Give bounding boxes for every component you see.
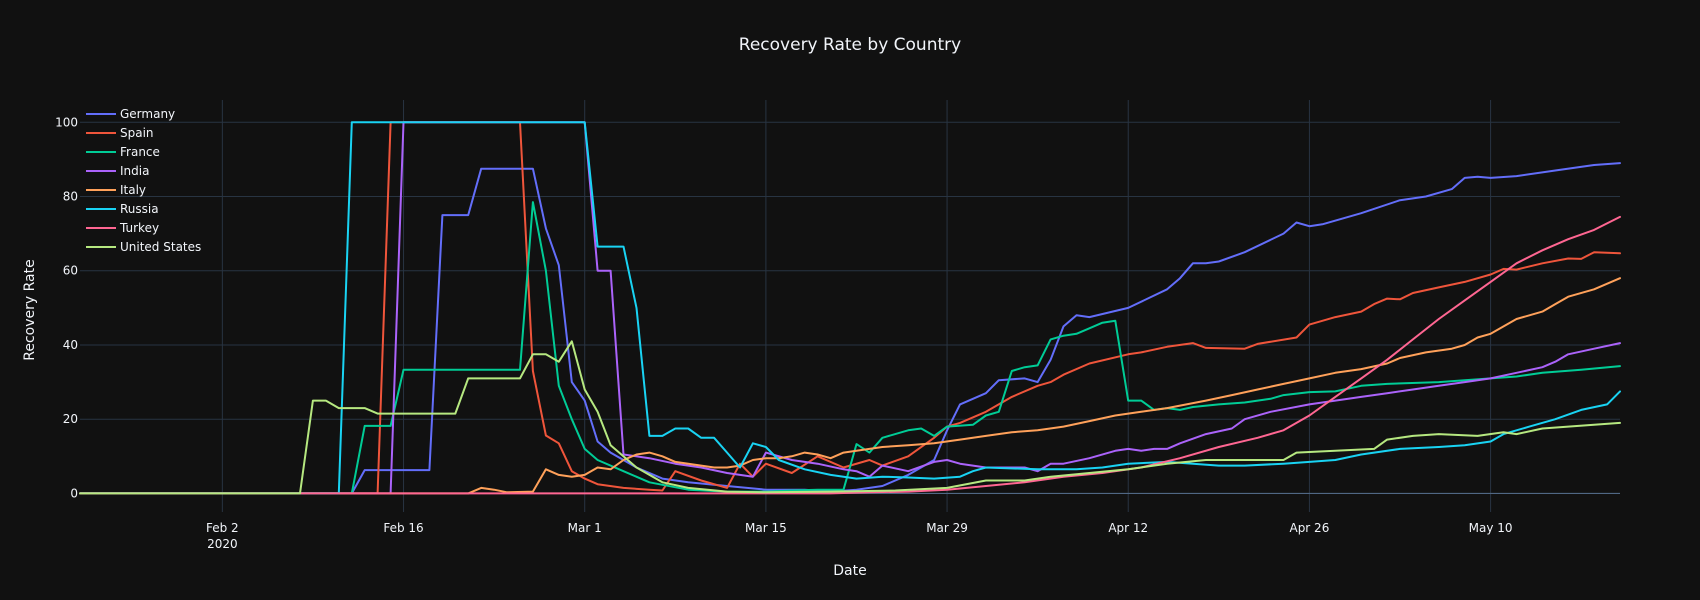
x-axis-title: Date	[833, 563, 866, 579]
legend-item-united-states[interactable]: United States	[86, 240, 201, 254]
series-line-germany	[79, 162, 1621, 495]
series-line-italy	[79, 277, 1621, 495]
x-tick-label: Mar 1	[568, 521, 602, 535]
x-tick-label: Mar 29	[926, 521, 968, 535]
x-tick-label: May 10	[1469, 521, 1513, 535]
x-tick-label: Apr 26	[1289, 521, 1329, 535]
series-line-united-states	[79, 340, 1621, 495]
y-tick-label: 40	[63, 338, 78, 352]
y-tick-label: 60	[63, 264, 78, 278]
series-layer	[79, 121, 1621, 495]
x-tick-sublabel: 2020	[207, 537, 238, 551]
series-line-india	[79, 121, 1621, 495]
y-tick-label: 0	[70, 486, 78, 500]
y-tick-label: 100	[55, 115, 78, 129]
legend-item-italy[interactable]: Italy	[86, 183, 146, 197]
legend-item-russia[interactable]: Russia	[86, 202, 159, 216]
legend-label: India	[120, 164, 149, 178]
chart-title: Recovery Rate by Country	[739, 35, 961, 55]
y-axis: 0 20 40 60 80 100	[55, 115, 78, 500]
legend-item-turkey[interactable]: Turkey	[86, 221, 159, 235]
legend-item-france[interactable]: France	[86, 145, 160, 159]
legend-label: Turkey	[119, 221, 159, 235]
series-line-russia	[79, 121, 1621, 495]
series-line-spain	[79, 121, 1621, 495]
series-line-turkey	[79, 215, 1621, 495]
x-axis: Feb 2 2020 Feb 16 Mar 1 Mar 15 Mar 29 Apr 12 Ap…	[206, 521, 1513, 551]
y-tick-label: 20	[63, 412, 78, 426]
legend-label: France	[120, 145, 160, 159]
legend-label: United States	[120, 240, 201, 254]
x-tick-label: Feb 2	[206, 521, 239, 535]
legend-item-germany[interactable]: Germany	[86, 107, 175, 121]
y-axis-title: Recovery Rate	[22, 259, 38, 360]
x-tick-label: Mar 15	[745, 521, 787, 535]
series-line-france	[79, 201, 1621, 495]
legend-label: Italy	[120, 183, 146, 197]
y-tick-label: 80	[63, 190, 78, 204]
legend-item-india[interactable]: India	[86, 164, 149, 178]
x-tick-label: Feb 16	[383, 521, 423, 535]
legend-item-spain[interactable]: Spain	[86, 126, 154, 140]
legend-label: Russia	[120, 202, 159, 216]
x-tick-label: Apr 12	[1108, 521, 1148, 535]
legend[interactable]: Germany Spain France India Italy Russia Turkey…	[86, 107, 201, 254]
legend-label: Spain	[120, 126, 154, 140]
legend-label: Germany	[120, 107, 175, 121]
